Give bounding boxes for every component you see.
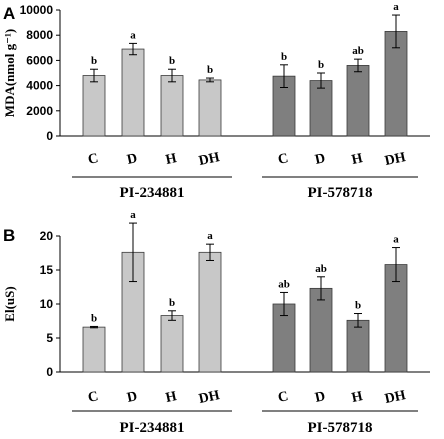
significance-letter: ab <box>315 263 327 275</box>
category-label: C <box>277 389 290 406</box>
bar <box>160 75 184 137</box>
significance-letter: a <box>130 29 136 41</box>
panel-label-b: B <box>3 226 15 245</box>
bar <box>198 251 222 373</box>
category-label: DH <box>383 150 407 169</box>
y-tick-label: 10 <box>40 297 54 311</box>
y-axis-label: MDA(nmol g⁻¹) <box>2 29 17 117</box>
category-label: C <box>87 389 100 406</box>
category-label: H <box>350 389 364 406</box>
category-label: H <box>164 151 178 168</box>
category-label: H <box>164 389 178 406</box>
y-tick-label: 2000 <box>26 104 53 118</box>
y-tick-label: 0 <box>46 365 53 379</box>
group-label: PI-578718 <box>308 185 373 201</box>
y-tick-label: 20 <box>40 229 54 243</box>
panel-label-a: A <box>3 4 15 23</box>
category-label: DH <box>197 150 221 169</box>
chart-b: 0 5 10 15 20 El(uS) b Ca Db Ha DH ab Cab Db Ha DH PI-234… <box>2 209 430 436</box>
y-tick-label: 15 <box>40 263 54 277</box>
y-tick-label: 5 <box>46 331 53 345</box>
bar <box>346 65 370 137</box>
bar <box>82 326 106 373</box>
y-tick-label: 4000 <box>26 79 53 93</box>
significance-letter: b <box>355 300 361 312</box>
significance-letter: b <box>91 55 97 67</box>
significance-letter: b <box>91 312 97 324</box>
significance-letter: ab <box>352 45 364 57</box>
significance-letter: ab <box>278 278 290 290</box>
significance-letter: b <box>169 55 175 67</box>
category-label: C <box>277 151 290 168</box>
category-label: DH <box>383 388 407 407</box>
category-label: D <box>126 151 139 168</box>
y-tick-label: 6000 <box>26 53 53 67</box>
significance-letter: b <box>281 51 287 63</box>
y-axis-label: El(uS) <box>2 286 17 321</box>
bar <box>82 75 106 137</box>
bar <box>121 48 145 137</box>
category-label: DH <box>197 388 221 407</box>
bar <box>346 319 370 373</box>
category-label: D <box>126 389 139 406</box>
significance-letter: b <box>318 59 324 71</box>
category-label: D <box>314 389 327 406</box>
bar <box>309 287 333 373</box>
y-tick-label: 8000 <box>26 28 53 42</box>
significance-letter: a <box>393 1 399 13</box>
bar <box>309 80 333 137</box>
category-label: D <box>314 151 327 168</box>
category-label: H <box>350 151 364 168</box>
y-tick-label: 0 <box>46 129 53 143</box>
significance-letter: a <box>393 234 399 246</box>
y-tick-label: 10000 <box>20 3 54 17</box>
significance-letter: a <box>207 230 213 242</box>
significance-letter: a <box>130 209 136 221</box>
group-label: PI-234881 <box>120 420 185 436</box>
group-label: PI-578718 <box>308 420 373 436</box>
group-label: PI-234881 <box>120 185 185 201</box>
bar <box>198 79 222 137</box>
category-label: C <box>87 151 100 168</box>
bar <box>160 315 184 373</box>
significance-letter: b <box>207 64 213 76</box>
significance-letter: b <box>169 297 175 309</box>
